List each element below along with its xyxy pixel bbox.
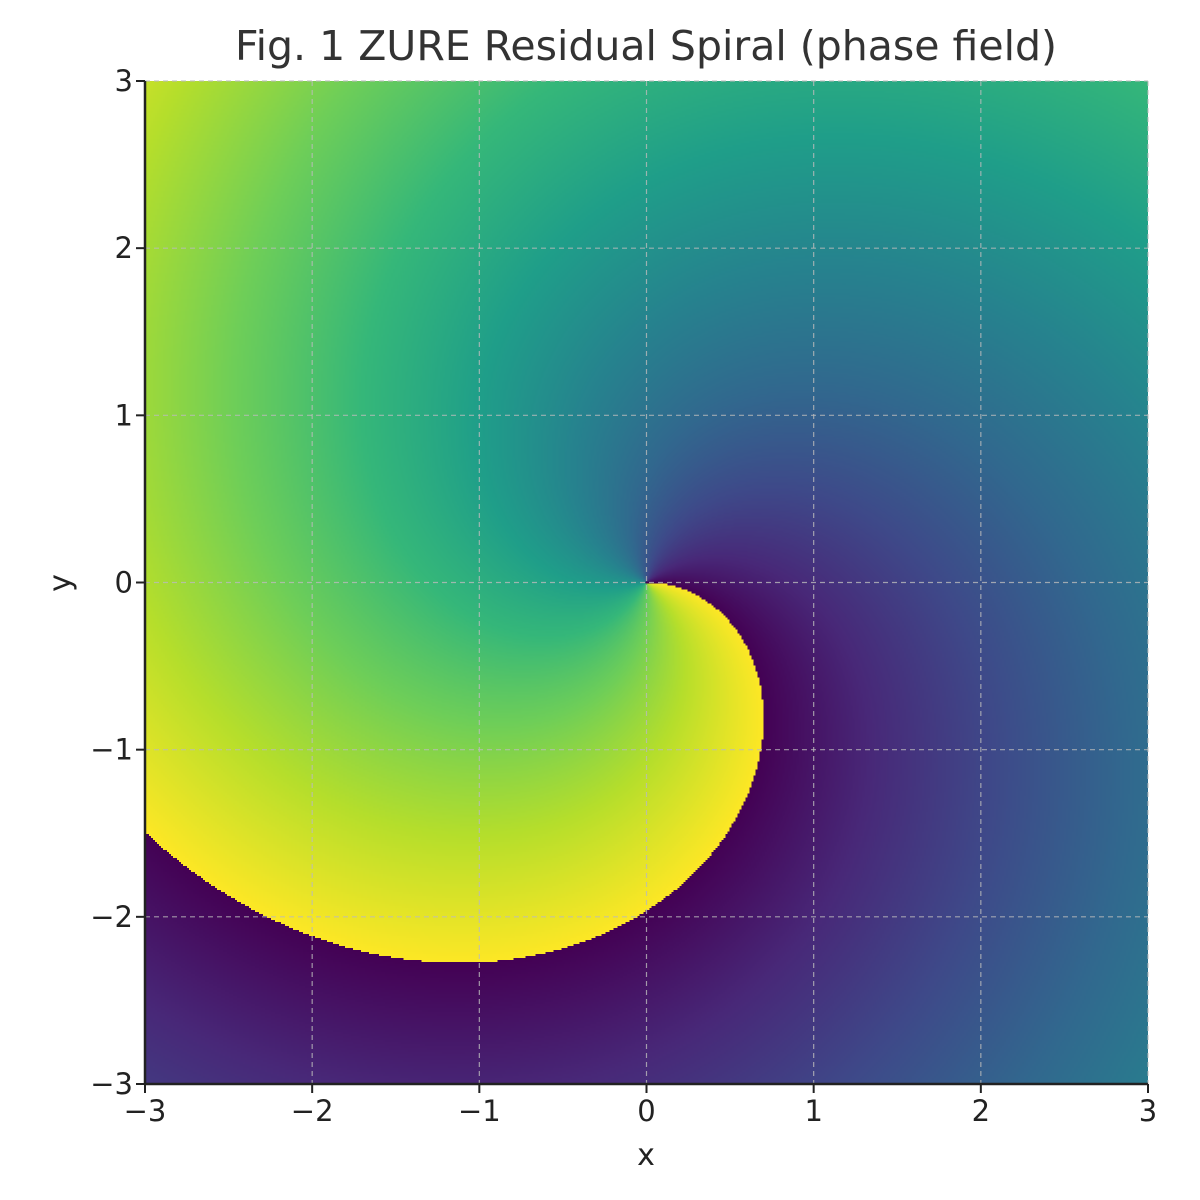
y-tick-label: 3 bbox=[115, 64, 133, 98]
y-tick-label: −3 bbox=[90, 1067, 133, 1101]
x-tick-label: 1 bbox=[804, 1094, 822, 1128]
y-axis-ticks: −3 −2 −1 0 1 2 3 bbox=[90, 64, 145, 1101]
y-tick-label: −2 bbox=[90, 900, 133, 934]
chart-title: Fig. 1 ZURE Residual Spiral (phase field… bbox=[235, 22, 1057, 70]
y-tick-label: 1 bbox=[115, 398, 133, 432]
y-tick-label: −1 bbox=[90, 733, 133, 767]
x-tick-label: −1 bbox=[458, 1094, 501, 1128]
y-tick-label: 0 bbox=[115, 566, 133, 600]
y-tick-label: 2 bbox=[115, 231, 133, 265]
x-tick-label: 0 bbox=[637, 1094, 655, 1128]
axes bbox=[143, 81, 1148, 1086]
phase-field-heatmap bbox=[145, 81, 1148, 1084]
x-tick-label: −2 bbox=[291, 1094, 334, 1128]
grid-lines bbox=[144, 80, 1149, 1085]
x-axis-label: x bbox=[637, 1138, 655, 1173]
x-tick-label: 3 bbox=[1139, 1094, 1157, 1128]
x-axis-ticks: −3 −2 −1 0 1 2 3 bbox=[124, 1084, 1157, 1128]
x-tick-label: −3 bbox=[124, 1094, 167, 1128]
y-axis-label: y bbox=[43, 574, 78, 592]
x-tick-label: 2 bbox=[972, 1094, 990, 1128]
